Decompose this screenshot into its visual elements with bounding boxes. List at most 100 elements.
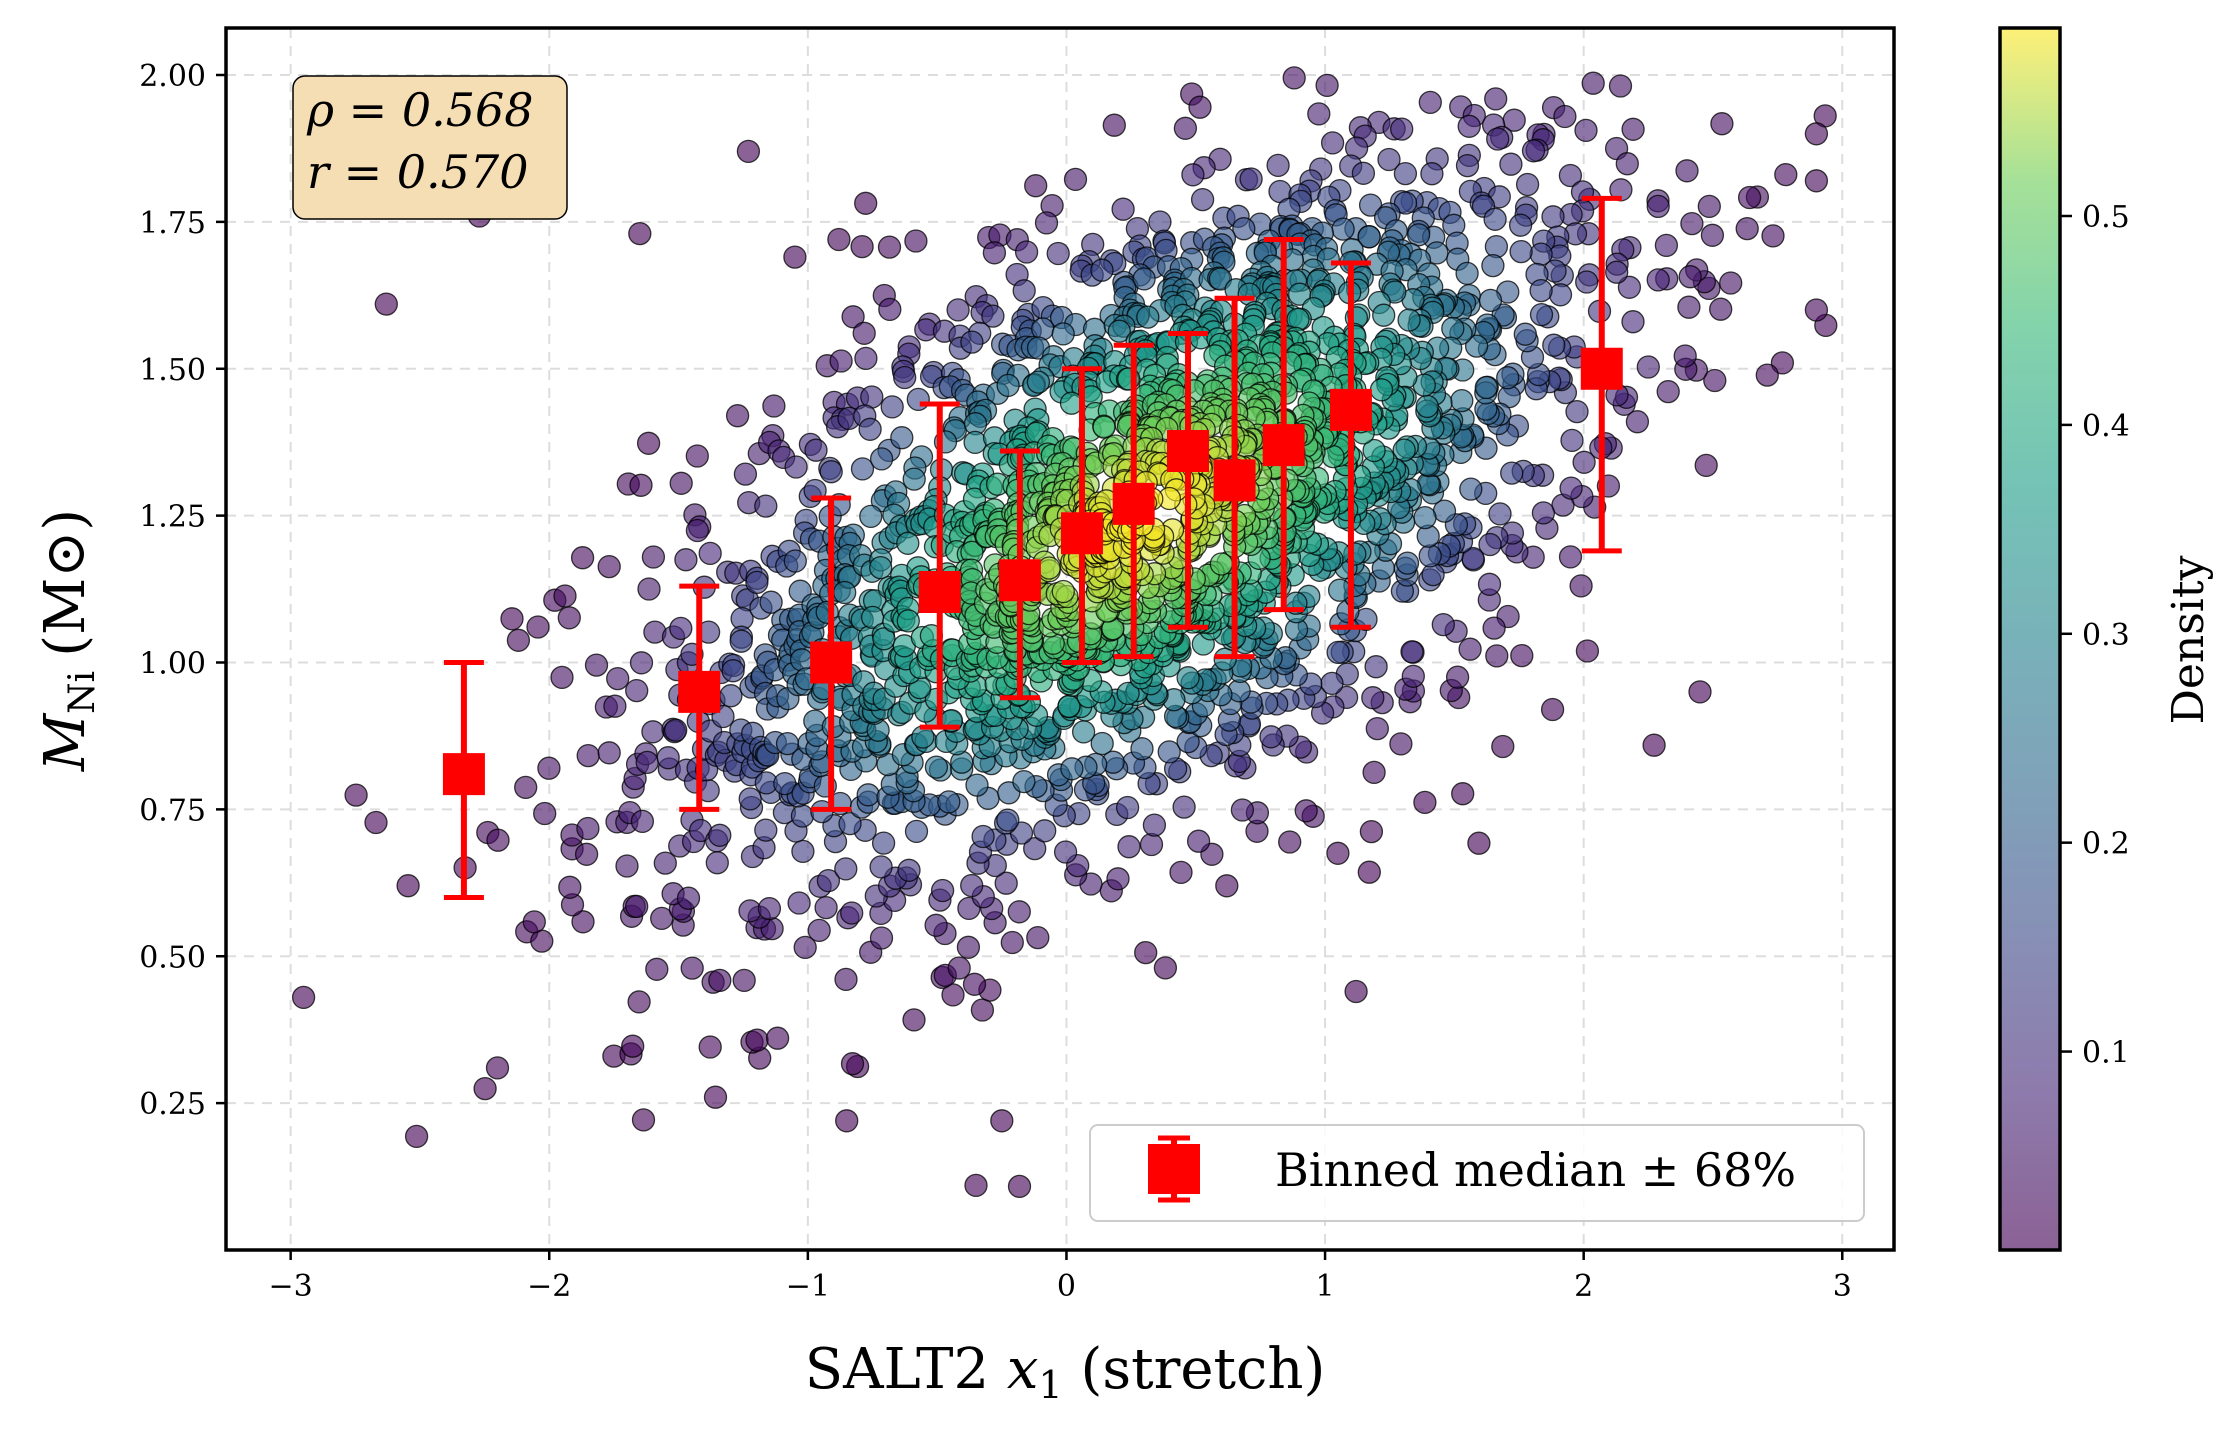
- x-tick-label: −2: [527, 1269, 571, 1304]
- scatter-point: [1477, 572, 1502, 596]
- scatter-point: [1369, 378, 1394, 402]
- scatter-point: [834, 857, 858, 881]
- scatter-point: [757, 896, 782, 921]
- x-title-main: SALT2: [805, 1337, 1007, 1402]
- scatter-point: [1395, 551, 1420, 575]
- scatter-point: [736, 139, 761, 164]
- scatter-point: [1569, 574, 1593, 598]
- scatter-point: [526, 615, 550, 639]
- scatter-point: [1677, 295, 1701, 319]
- scatter-point: [625, 894, 649, 919]
- scatter-point: [924, 913, 948, 937]
- scatter-point: [1710, 112, 1734, 136]
- scatter-point: [1474, 375, 1498, 400]
- binned-median-point: [1167, 331, 1210, 630]
- colorbar-frame: [1998, 26, 2062, 1252]
- scatter-point: [664, 718, 688, 742]
- x-tick-label: −3: [269, 1269, 313, 1304]
- scatter-point: [1450, 388, 1474, 413]
- scatter-point: [641, 720, 665, 744]
- scatter-point: [1565, 399, 1589, 424]
- scatter-point: [1697, 194, 1721, 219]
- scatter-point: [1457, 114, 1481, 138]
- y-axis-title: MNi (M⊙): [33, 509, 103, 772]
- scatter-point: [1157, 740, 1181, 764]
- colorbar-tick-label: 0.2: [2082, 827, 2130, 862]
- colorbar-ticks: 0.1 0.2 0.3 0.4 0.5: [2060, 200, 2130, 1071]
- scatter-point: [533, 801, 557, 826]
- scatter-point: [1482, 616, 1506, 640]
- scatter-point: [872, 627, 896, 651]
- scatter-point: [680, 956, 704, 980]
- y-tick-label: 1.75: [139, 206, 206, 241]
- scatter-point: [1804, 122, 1829, 146]
- scatter-point: [1361, 686, 1385, 710]
- scatter-point: [1488, 502, 1512, 526]
- scatter-point: [852, 321, 876, 345]
- scatter-point: [835, 1109, 859, 1133]
- scatter-point: [1007, 1174, 1032, 1199]
- scatter-point: [1051, 322, 1075, 346]
- scatter-point: [1393, 161, 1418, 186]
- scatter-point: [754, 818, 778, 842]
- scatter-point: [1500, 461, 1524, 485]
- scatter-point: [869, 447, 894, 471]
- median-marker: [1060, 512, 1103, 555]
- scatter-point: [858, 417, 882, 441]
- scatter-point: [1090, 258, 1114, 282]
- legend[interactable]: Binned median ± 68%: [1089, 1124, 1865, 1222]
- scatter-point: [1063, 167, 1088, 192]
- x-axis-title: SALT2 x1 (stretch): [805, 1337, 1326, 1407]
- scatter-point: [1700, 223, 1725, 247]
- median-marker: [918, 571, 961, 613]
- x-axis-ticks: −3 −2 −1 0 1 2 3: [269, 1250, 1852, 1304]
- scatter-point: [1173, 116, 1198, 140]
- scatter-point: [1625, 410, 1650, 434]
- y-axis-ticks: 0.25 0.50 0.75 1.00 1.25 1.50 1.75 2.00: [139, 59, 226, 1122]
- scatter-point: [962, 972, 987, 996]
- scatter-point: [783, 549, 807, 573]
- scatter-point: [1529, 242, 1553, 266]
- scatter-point: [1617, 275, 1642, 299]
- legend-label: Binned median ± 68%: [1275, 1143, 1796, 1197]
- scatter-point: [1057, 694, 1081, 718]
- scatter-point: [1621, 310, 1645, 334]
- scatter-point: [1136, 305, 1160, 329]
- scatter-point: [500, 607, 524, 631]
- x-tick-label: 0: [1057, 1269, 1076, 1304]
- scatter-point: [473, 1076, 497, 1101]
- scatter-point: [1134, 940, 1158, 965]
- scatter-point: [1307, 102, 1331, 126]
- scatter-point: [627, 990, 651, 1014]
- x-tick-label: 2: [1574, 1269, 1593, 1304]
- scatter-point: [669, 616, 693, 641]
- binned-median-point: [1329, 260, 1372, 630]
- y-tick-label: 1.25: [139, 500, 206, 535]
- scatter-point: [1486, 127, 1510, 151]
- scatter-point: [981, 304, 1005, 328]
- scatter-point: [960, 873, 984, 898]
- scatter-point: [904, 229, 928, 253]
- scatter-point: [1092, 415, 1116, 439]
- scatter-point: [1024, 174, 1048, 198]
- scatter-point: [880, 395, 904, 419]
- scatter-point: [1362, 760, 1386, 785]
- binned-median-point: [998, 448, 1041, 701]
- scatter-point: [725, 404, 750, 428]
- scatter-point: [956, 935, 981, 959]
- median-marker: [998, 559, 1041, 602]
- scatter-point: [1364, 655, 1388, 679]
- scatter-point: [1377, 147, 1401, 172]
- scatter-point: [1392, 438, 1416, 462]
- scatter-point: [1012, 279, 1036, 303]
- scatter-point: [628, 221, 652, 246]
- scatter-point: [1445, 665, 1470, 689]
- legend-errorbar-marker: [1148, 1135, 1200, 1203]
- scatter-point: [514, 775, 538, 800]
- scatter-point: [1115, 795, 1140, 820]
- plot-frame: [224, 26, 1896, 1252]
- scatter-point: [1186, 829, 1211, 853]
- scatter-point: [1315, 73, 1339, 98]
- scatter-point: [754, 494, 778, 518]
